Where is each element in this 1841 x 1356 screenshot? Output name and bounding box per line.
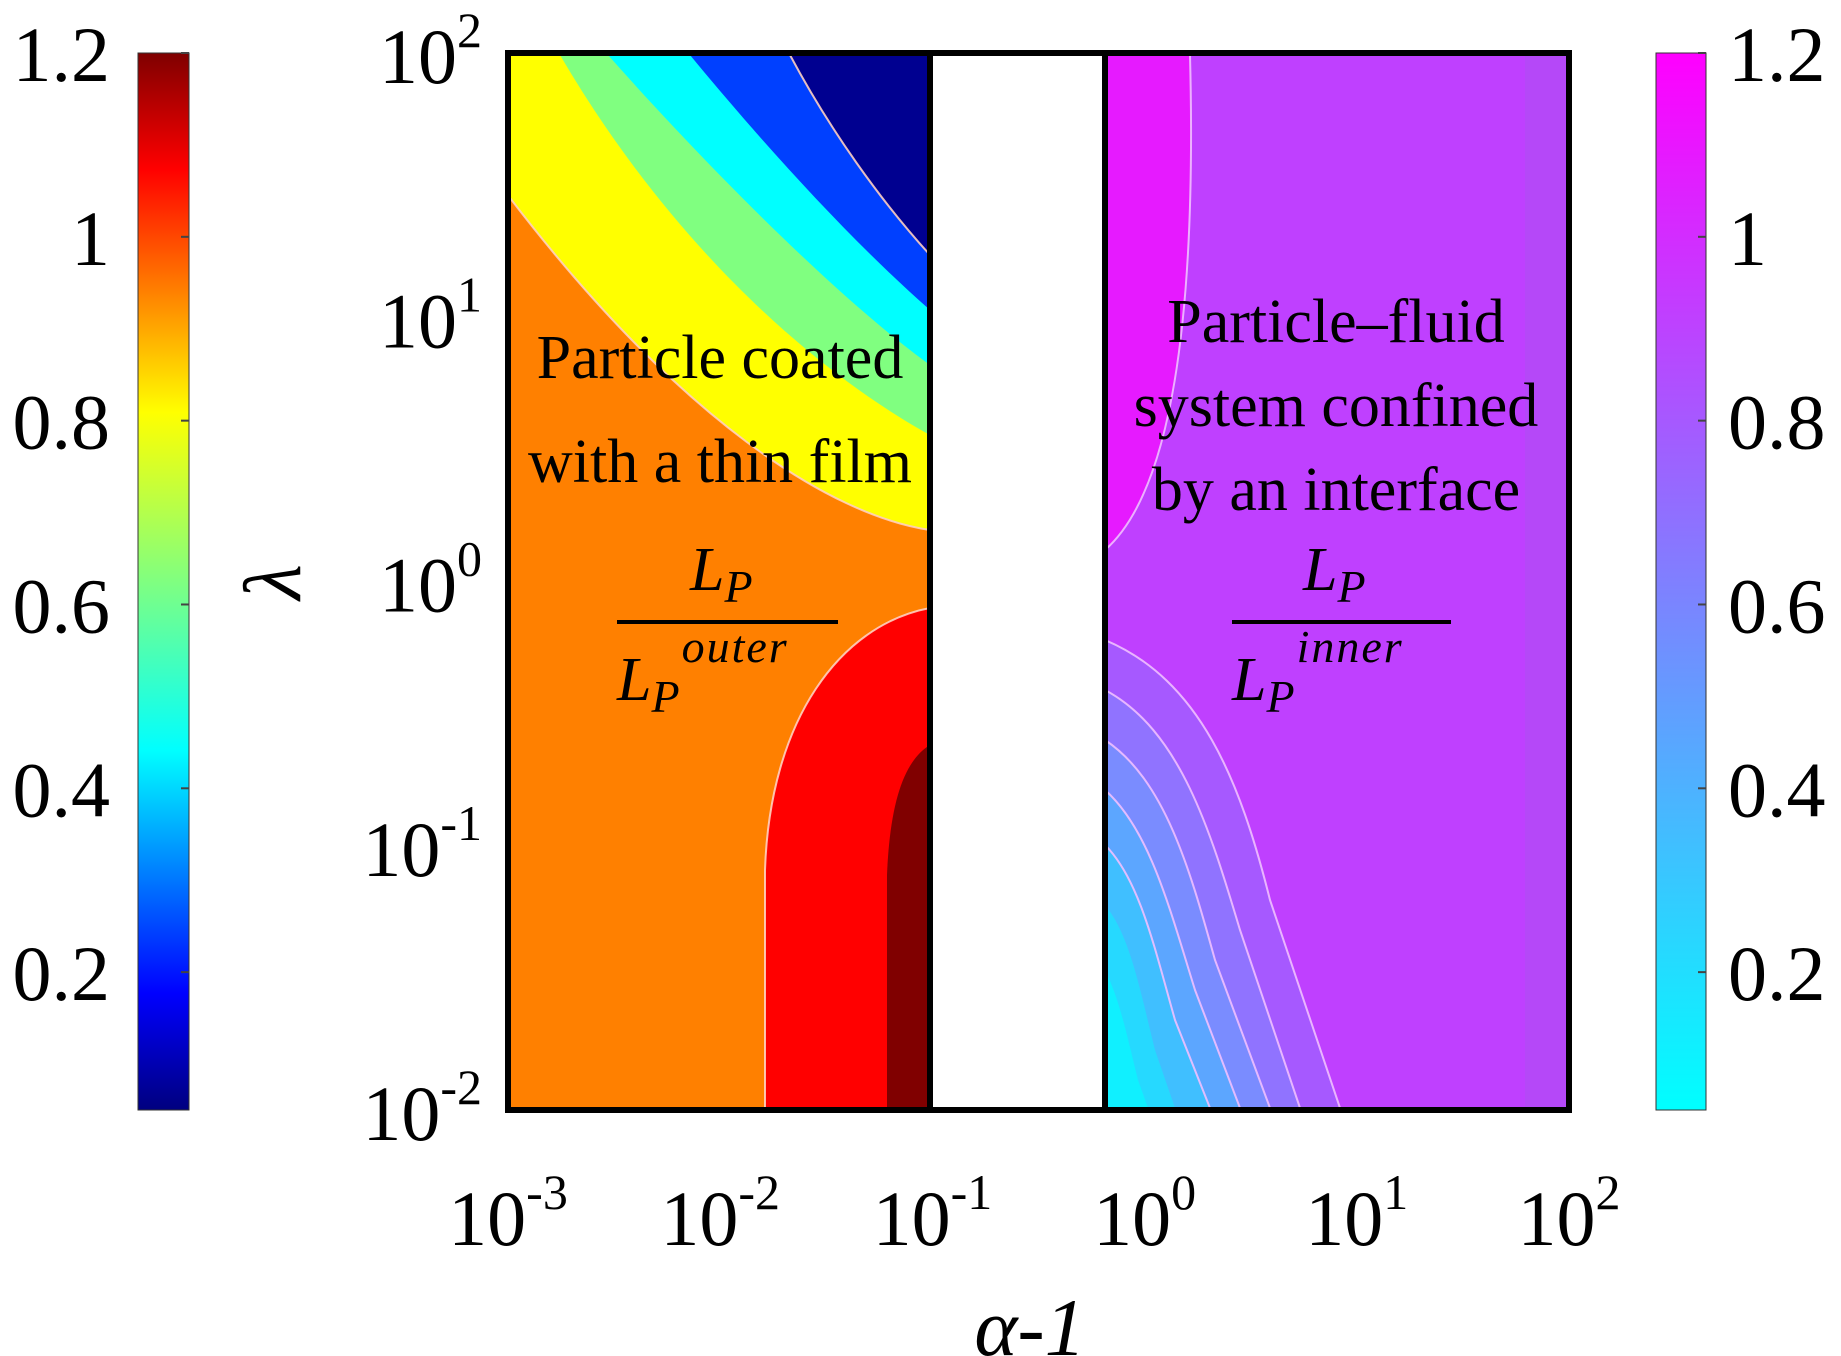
right-frac-numerator: LP — [1302, 536, 1368, 612]
left-band-darkred — [887, 745, 930, 1108]
left-colorbar — [137, 52, 190, 1111]
x-tick-label: 10-3 — [448, 1164, 568, 1262]
left-colorbar-tick-label: 0.4 — [13, 746, 111, 833]
plot-frame — [505, 50, 1572, 1113]
left-frac-denominator: LPouter — [616, 621, 789, 722]
x-tick-label: 100 — [1093, 1164, 1196, 1262]
y-tick-label: 102 — [379, 2, 482, 100]
x-tick-label: 10-1 — [873, 1164, 993, 1262]
left-annotation: Particle coated with a thin film — [528, 324, 912, 496]
x-tick-label: 101 — [1305, 1164, 1408, 1262]
y-tick-label: 10-1 — [362, 795, 482, 893]
right-band-2 — [1105, 970, 1148, 1108]
x-tick-label: 102 — [1518, 1164, 1621, 1262]
left-colorbar-tick-label: 1 — [71, 195, 110, 282]
y-tick-label: 10-2 — [362, 1059, 482, 1157]
right-colorbar — [1655, 52, 1707, 1111]
right-colorbar-tick-label: 0.2 — [1728, 930, 1826, 1017]
left-colorbar-tick-label: 0.2 — [13, 930, 111, 1017]
right-annotation-line-3: by an interface — [1152, 456, 1520, 524]
right-fraction: LP LPinner — [1231, 536, 1451, 722]
right-colorbar-tick-label: 0.8 — [1728, 379, 1826, 466]
gap-white — [932, 56, 1103, 1107]
left-panel — [510, 55, 930, 1108]
x-tick-label: 10-2 — [660, 1164, 780, 1262]
left-frac-numerator: LP — [689, 536, 755, 612]
right-colorbar-tick-label: 1.2 — [1728, 11, 1826, 98]
left-colorbar-tick-label: 0.6 — [13, 562, 111, 649]
y-tick-label: 101 — [379, 266, 482, 364]
right-band-magenta — [1105, 55, 1192, 550]
right-annotation-line-1: Particle–fluid — [1167, 288, 1504, 356]
right-edge-shade — [1525, 55, 1567, 1108]
right-annotation-line-2: system confined — [1134, 372, 1539, 440]
left-annotation-line-2: with a thin film — [528, 428, 912, 496]
x-axis-label: α-1 — [974, 1282, 1085, 1356]
y-tick-label: 100 — [379, 531, 482, 629]
left-fraction: LP LPouter — [616, 536, 838, 722]
left-annotation-line-1: Particle coated — [537, 324, 904, 392]
left-band-darkblue — [790, 55, 930, 255]
right-frac-denominator: LPinner — [1231, 621, 1404, 722]
left-colorbar-tick-label: 1.2 — [13, 11, 111, 98]
right-colorbar-tick-label: 1 — [1728, 195, 1767, 282]
y-axis-label: λ — [227, 564, 318, 602]
right-panel — [1105, 55, 1567, 1108]
right-colorbar-tick-label: 0.6 — [1728, 562, 1826, 649]
right-annotation: Particle–fluid system confined by an int… — [1134, 288, 1539, 524]
right-colorbar-tick-label: 0.4 — [1728, 746, 1826, 833]
left-colorbar-tick-label: 0.8 — [13, 379, 111, 466]
